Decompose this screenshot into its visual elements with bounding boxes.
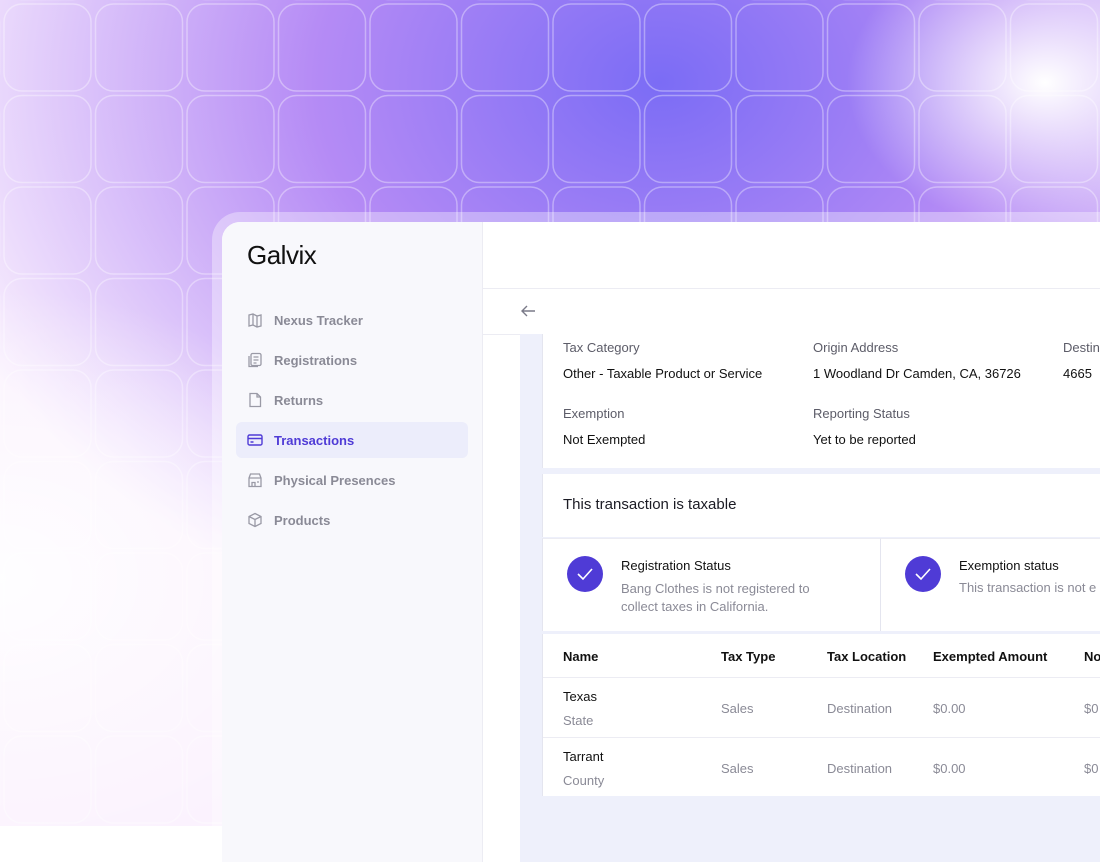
tax-table: Name Tax Type Tax Location Exempted Amou… <box>542 634 1100 796</box>
check-icon <box>905 556 941 592</box>
cell: $0 <box>1084 701 1099 716</box>
field-value: Not Exempted <box>563 432 646 447</box>
icon <box>247 434 263 446</box>
back-button[interactable] <box>520 304 536 318</box>
status-text: This transaction is not e <box>959 580 1097 595</box>
icon <box>248 473 262 488</box>
nav-label: Registrations <box>274 353 358 368</box>
column-header: No <box>1084 649 1100 664</box>
field-label: Origin Address <box>813 340 899 355</box>
column-header: Tax Location <box>827 649 907 664</box>
nav-item[interactable]: Transactions <box>236 422 468 458</box>
column-header: Exempted Amount <box>933 649 1048 664</box>
field-value: Other - Taxable Product or Service <box>563 366 763 381</box>
status-card: Registration Status Bang Clothes is not … <box>542 538 880 631</box>
divider <box>543 677 1100 678</box>
icon <box>249 392 262 408</box>
nav-label: Physical Presences <box>274 473 396 488</box>
icon <box>248 352 262 368</box>
column-header: Name <box>563 649 599 664</box>
nav-item[interactable]: Products <box>236 502 468 538</box>
field-value: 1 Woodland Dr Camden, CA, 36726 <box>813 366 1021 381</box>
nav-label: Products <box>274 513 331 528</box>
row-name: Tarrant <box>563 749 604 764</box>
row-sub: State <box>563 713 594 728</box>
nav-label: Returns <box>274 393 324 408</box>
cell: $0.00 <box>933 761 966 776</box>
nav-item[interactable]: Registrations <box>236 342 468 378</box>
nav-label: Nexus Tracker <box>274 313 363 328</box>
status-title: Exemption status <box>959 558 1059 573</box>
field-value: 4665 <box>1063 366 1092 381</box>
nav-item[interactable]: Returns <box>236 382 468 418</box>
details-card: Tax Category Other - Taxable Product or … <box>542 334 1100 468</box>
app-window: Galvix Nexus Tracker Registrations Retur… <box>222 222 1100 862</box>
nav-item[interactable]: Physical Presences <box>236 462 468 498</box>
cell: Destination <box>827 761 893 776</box>
back-bar <box>482 288 1100 335</box>
cell: Sales <box>721 761 754 776</box>
status-card: Exemption status This transaction is not… <box>880 538 1100 631</box>
field-value: Yet to be reported <box>813 432 916 447</box>
brand: Galvix <box>247 240 317 270</box>
divider <box>543 737 1100 738</box>
field-label: Reporting Status <box>813 406 910 421</box>
row-sub: County <box>563 773 605 788</box>
icon <box>248 313 262 328</box>
field-label: Tax Category <box>563 340 640 355</box>
nav-label: Transactions <box>274 433 355 448</box>
status-title: Registration Status <box>621 558 731 573</box>
nav-item[interactable]: Nexus Tracker <box>236 302 468 338</box>
row-name: Texas <box>563 689 597 704</box>
icon <box>248 512 262 528</box>
banner-card: This transaction is taxable <box>542 474 1100 537</box>
content: Tax Category Other - Taxable Product or … <box>520 334 1100 862</box>
top-bar <box>482 222 1100 289</box>
column-header: Tax Type <box>721 649 776 664</box>
cell: Destination <box>827 701 893 716</box>
field-label: Destin <box>1063 340 1100 355</box>
check-icon <box>567 556 603 592</box>
cell: $0 <box>1084 761 1099 776</box>
status-text: Bang Clothes is not registered to collec… <box>621 581 810 614</box>
cell: $0.00 <box>933 701 966 716</box>
cell: Sales <box>721 701 754 716</box>
sidebar: Galvix Nexus Tracker Registrations Retur… <box>222 222 483 862</box>
banner-text: This transaction is taxable <box>563 496 737 513</box>
field-label: Exemption <box>563 406 625 421</box>
main: Tax Category Other - Taxable Product or … <box>482 222 1100 862</box>
